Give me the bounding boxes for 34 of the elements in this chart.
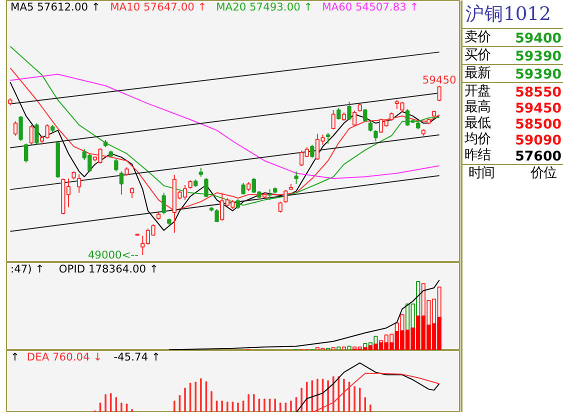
text: 59390 [515,50,562,64]
text: 58500 [515,118,562,132]
text: OPID 178364.00 ↑ [58,262,158,276]
text: MA10 57647.00 ↑ [110,0,207,14]
text: 59090 [515,134,562,148]
annotation: ↑ [10,350,20,364]
text: 开盘 [464,84,490,99]
text: 59390 [515,68,562,82]
annotation: -45.74 ↑ [114,350,160,364]
bar [342,346,346,350]
text: 最低 [464,116,490,131]
text: 最高 [464,99,490,115]
text: DEA 760.04 ↓ [26,350,102,364]
text: 最新 [464,66,490,81]
text: 时间 [468,166,494,181]
text: 58550 [515,86,562,100]
text: 买价 [464,48,490,63]
text: 卖价 [464,30,490,45]
annotation: 49000<-- [88,248,139,262]
text: 价位 [530,166,556,181]
bar [336,346,341,350]
bar [347,346,352,350]
text: 均价 [464,132,490,147]
text: MA60 54507.83 ↑ [322,0,419,14]
text: 沪铜1012 [466,3,551,25]
text: 昨结 [464,148,490,163]
candlestick [268,188,272,200]
annotation: 59450 [422,74,456,87]
text: 59450 [515,102,562,116]
text: 57600 [515,150,562,164]
text: :47) ↑ [10,262,44,276]
text: MA20 57493.00 ↑ [216,0,313,14]
text: MA5 57612.00 ↑ [10,0,100,14]
text: 59400 [515,32,562,46]
